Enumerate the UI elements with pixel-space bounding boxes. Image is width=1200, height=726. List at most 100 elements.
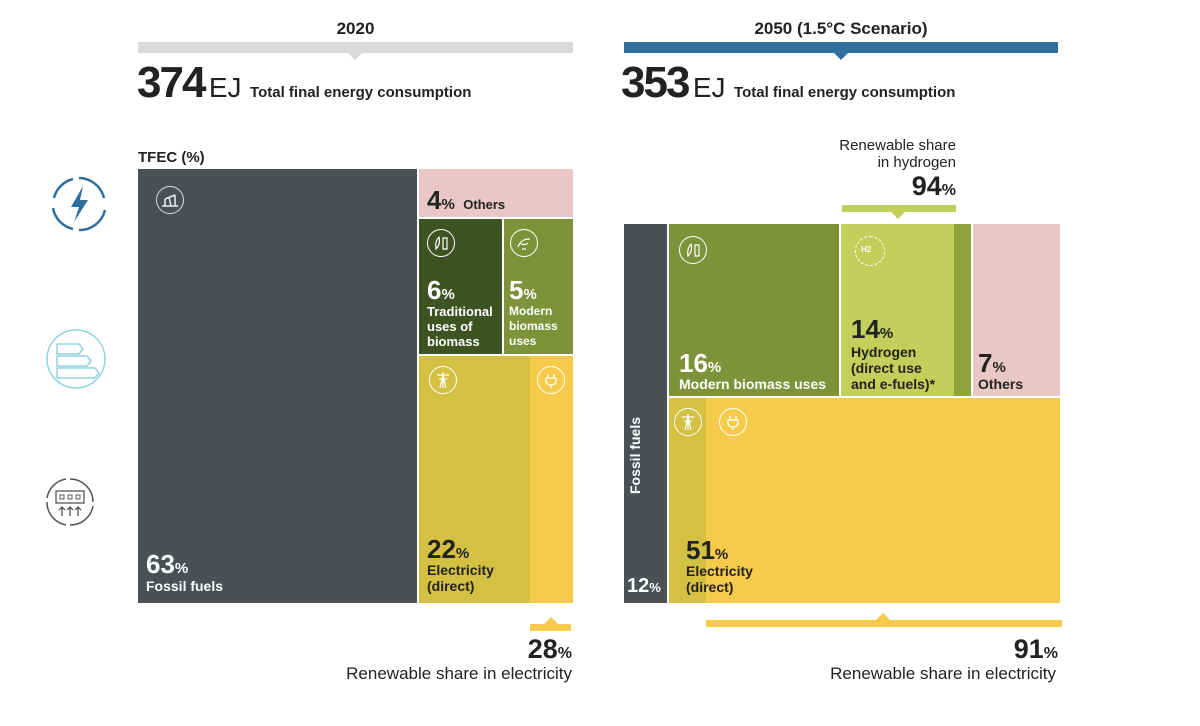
share-2050-bracket (706, 620, 1062, 627)
h2-share-bracket-pointer (891, 212, 905, 219)
pct-sign: % (455, 545, 470, 562)
transmission-tower-icon (429, 366, 457, 394)
share-2050-label: Renewable share in electricity (830, 664, 1056, 683)
value-2020-electricity: 22% (427, 536, 469, 567)
total-2020-label: Total final energy consumption (250, 84, 472, 101)
label-2020-trad-line1: Traditional (427, 304, 493, 319)
h2-share-label: Renewable share in hydrogen (802, 137, 956, 171)
label-2050-fossil: Fossil fuels (627, 416, 643, 494)
label-2050-h2-line3: and e-fuels)* (851, 376, 936, 392)
label-2020-others: Others (463, 197, 506, 212)
label-2050-electricity: Electricity (direct) (686, 563, 753, 595)
pct-sign: % (441, 286, 455, 303)
year-2050-label: 2050 (1.5°C Scenario) (754, 19, 928, 38)
label-2050-others: Others (978, 376, 1024, 392)
value-2020-traditional: 6% (427, 277, 455, 308)
share-2020-number: 28 (527, 634, 558, 664)
total-2020: 374 EJ Total final energy consumption (137, 58, 471, 108)
biomass-icon (427, 229, 455, 257)
segment-2050-fossil-fuels: Fossil fuels 12% (624, 224, 667, 603)
label-2020-traditional: Traditional uses of biomass (427, 304, 493, 349)
total-2050-value: 353 (621, 58, 690, 107)
value-2050-others-number: 7 (978, 348, 993, 378)
label-2020-elec-line2: (direct) (427, 578, 475, 594)
plug-icon (537, 366, 565, 394)
transmission-tower-icon (674, 408, 702, 436)
share-2050-bracket-pointer (876, 613, 890, 620)
pct-sign: % (879, 325, 894, 342)
hydrogen-icon-text: H2 (861, 245, 872, 254)
energy-efficiency-icon (46, 329, 106, 389)
label-2050-elec-line2: (direct) (686, 579, 734, 595)
industry-icon (46, 478, 94, 526)
value-2020-others-number: 4 (427, 185, 442, 215)
value-2050-hydrogen: 14% (851, 316, 893, 347)
segment-2020-others: 4% Others (419, 169, 573, 217)
value-2050-fossil-number: 12 (627, 575, 650, 597)
pct-sign: % (174, 560, 189, 577)
segment-2020-modern-biomass: 5% Modern biomass uses (504, 219, 573, 354)
year-2020-bar (138, 42, 573, 53)
segment-2020-traditional-biomass: 6% Traditional uses of biomass (419, 219, 502, 354)
modern-biomass-icon (510, 229, 538, 257)
total-2050-unit: EJ (692, 72, 726, 103)
year-2020-bar-pointer (348, 53, 362, 60)
label-2050-h2-line1: Hydrogen (851, 344, 917, 360)
segment-2050-hydrogen: H2 14% Hydrogen (direct use and e-fuels)… (841, 224, 971, 396)
total-2020-unit: EJ (208, 72, 242, 103)
year-2020-label: 2020 (336, 19, 375, 38)
label-2050-elec-line1: Electricity (686, 563, 753, 579)
value-2050-fossil: 12% (627, 576, 661, 598)
value-2020-fossil: 63% (146, 551, 188, 582)
value-2050-others: 7% (978, 350, 1006, 381)
label-2020-modern-line3: uses (509, 334, 537, 348)
segment-2020-electricity-renewable (530, 356, 573, 603)
h2-share-label-line1: Renewable share (839, 137, 956, 154)
hydrogen-icon: H2 (855, 236, 885, 266)
biomass-icon (679, 236, 707, 264)
plug-icon (719, 408, 747, 436)
segment-2020-electricity: 22% Electricity (direct) (419, 356, 573, 603)
label-2020-electricity: Electricity (direct) (427, 562, 494, 594)
label-2020-elec-line1: Electricity (427, 562, 494, 578)
pct-sign: % (557, 645, 572, 662)
value-2020-elec-number: 22 (427, 534, 456, 564)
pct-sign: % (992, 359, 1006, 376)
power-sector-icon (51, 176, 107, 232)
label-2050-h2-line2: (direct use (851, 360, 922, 376)
year-2050-bar (624, 42, 1058, 53)
label-2020-modern: Modern biomass uses (509, 304, 558, 349)
pct-sign: % (941, 182, 956, 199)
segment-2020-fossil-fuels: 63% Fossil fuels (138, 169, 417, 603)
h2-share-label-line2: in hydrogen (877, 154, 956, 171)
value-2050-elec-number: 51 (686, 535, 715, 565)
pct-sign: % (441, 196, 455, 213)
share-2020-label: Renewable share in electricity (346, 664, 572, 683)
share-2020-bracket-pointer (544, 617, 558, 624)
label-2020-modern-line1: Modern (509, 304, 553, 318)
total-2050: 353 EJ Total final energy consumption (621, 58, 955, 108)
pct-sign: % (707, 359, 722, 376)
value-2020-trad-number: 6 (427, 275, 442, 305)
value-2050-electricity: 51% (686, 537, 728, 568)
h2-share-number: 94 (911, 171, 942, 201)
pct-sign: % (714, 546, 729, 563)
value-2020-modern: 5% (509, 277, 537, 308)
value-2050-h2-number: 14 (851, 314, 880, 344)
value-2020-others: 4% Others (427, 187, 505, 218)
segment-2050-electricity: 51% Electricity (direct) (669, 398, 1060, 603)
label-2020-fossil: Fossil fuels (146, 578, 224, 594)
segment-2050-modern-biomass: 16% Modern biomass uses (669, 224, 839, 396)
value-2050-modern-number: 16 (679, 348, 708, 378)
segment-2050-hydrogen-nonrenewable (954, 224, 971, 396)
label-2050-hydrogen: Hydrogen (direct use and e-fuels)* (851, 344, 935, 392)
pct-sign: % (649, 580, 661, 595)
segment-2050-others: 7% Others (973, 224, 1060, 396)
share-2020-value: 28% (472, 634, 572, 665)
year-2050-bar-pointer (834, 53, 848, 60)
share-2050-number: 91 (1013, 634, 1044, 664)
label-2020-trad-line3: biomass (427, 334, 480, 349)
share-2020-bracket (530, 624, 571, 631)
pct-sign: % (1043, 645, 1058, 662)
share-2050-value: 91% (958, 634, 1058, 665)
